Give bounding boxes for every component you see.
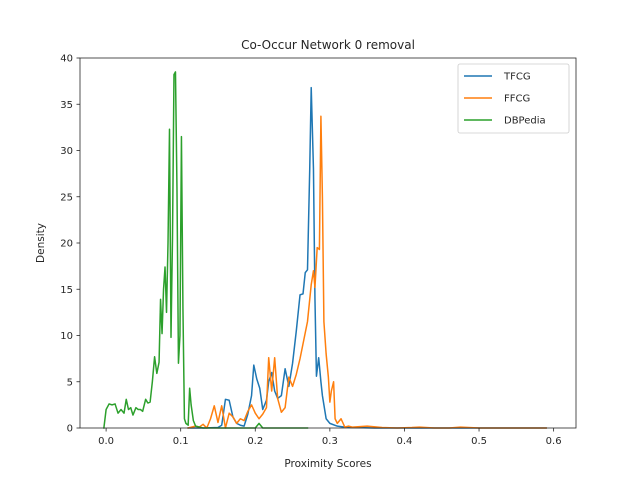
x-axis: 0.0 0.1 0.2 0.3 0.4 0.5 0.6 (98, 428, 562, 447)
x-tick-label: 0.6 (546, 436, 562, 447)
x-tick-label: 0.1 (173, 436, 189, 447)
y-axis: 0 5 10 15 20 25 30 35 40 (60, 54, 80, 435)
series-line-tfcg (187, 86, 547, 429)
y-tick-label: 30 (60, 146, 73, 157)
y-tick-label: 40 (60, 54, 73, 65)
chart-title: Co-Occur Network 0 removal (241, 38, 415, 52)
legend-box (457, 63, 570, 134)
y-tick-label: 15 (60, 285, 73, 296)
legend: TFCG FFCG DBPedia (457, 63, 570, 134)
x-tick-label: 0.4 (396, 436, 412, 447)
series-line-ffcg (187, 115, 547, 429)
y-tick-label: 35 (60, 100, 73, 111)
legend-label-tfcg: TFCG (503, 72, 531, 83)
series-lines (103, 71, 547, 429)
y-axis-label: Density (35, 223, 47, 263)
y-tick-label: 0 (67, 424, 73, 435)
y-tick-label: 5 (67, 377, 73, 388)
x-tick-label: 0.3 (322, 436, 338, 447)
y-tick-label: 20 (60, 239, 73, 250)
x-axis-label: Proximity Scores (284, 458, 371, 470)
x-tick-label: 0.2 (247, 436, 263, 447)
series-line-dbpedia (103, 71, 309, 429)
x-tick-label: 0.0 (98, 436, 114, 447)
y-tick-label: 25 (60, 192, 73, 203)
legend-label-dbpedia: DBPedia (504, 116, 546, 127)
y-tick-label: 10 (60, 331, 73, 342)
legend-label-ffcg: FFCG (504, 94, 530, 105)
x-tick-label: 0.5 (471, 436, 487, 447)
